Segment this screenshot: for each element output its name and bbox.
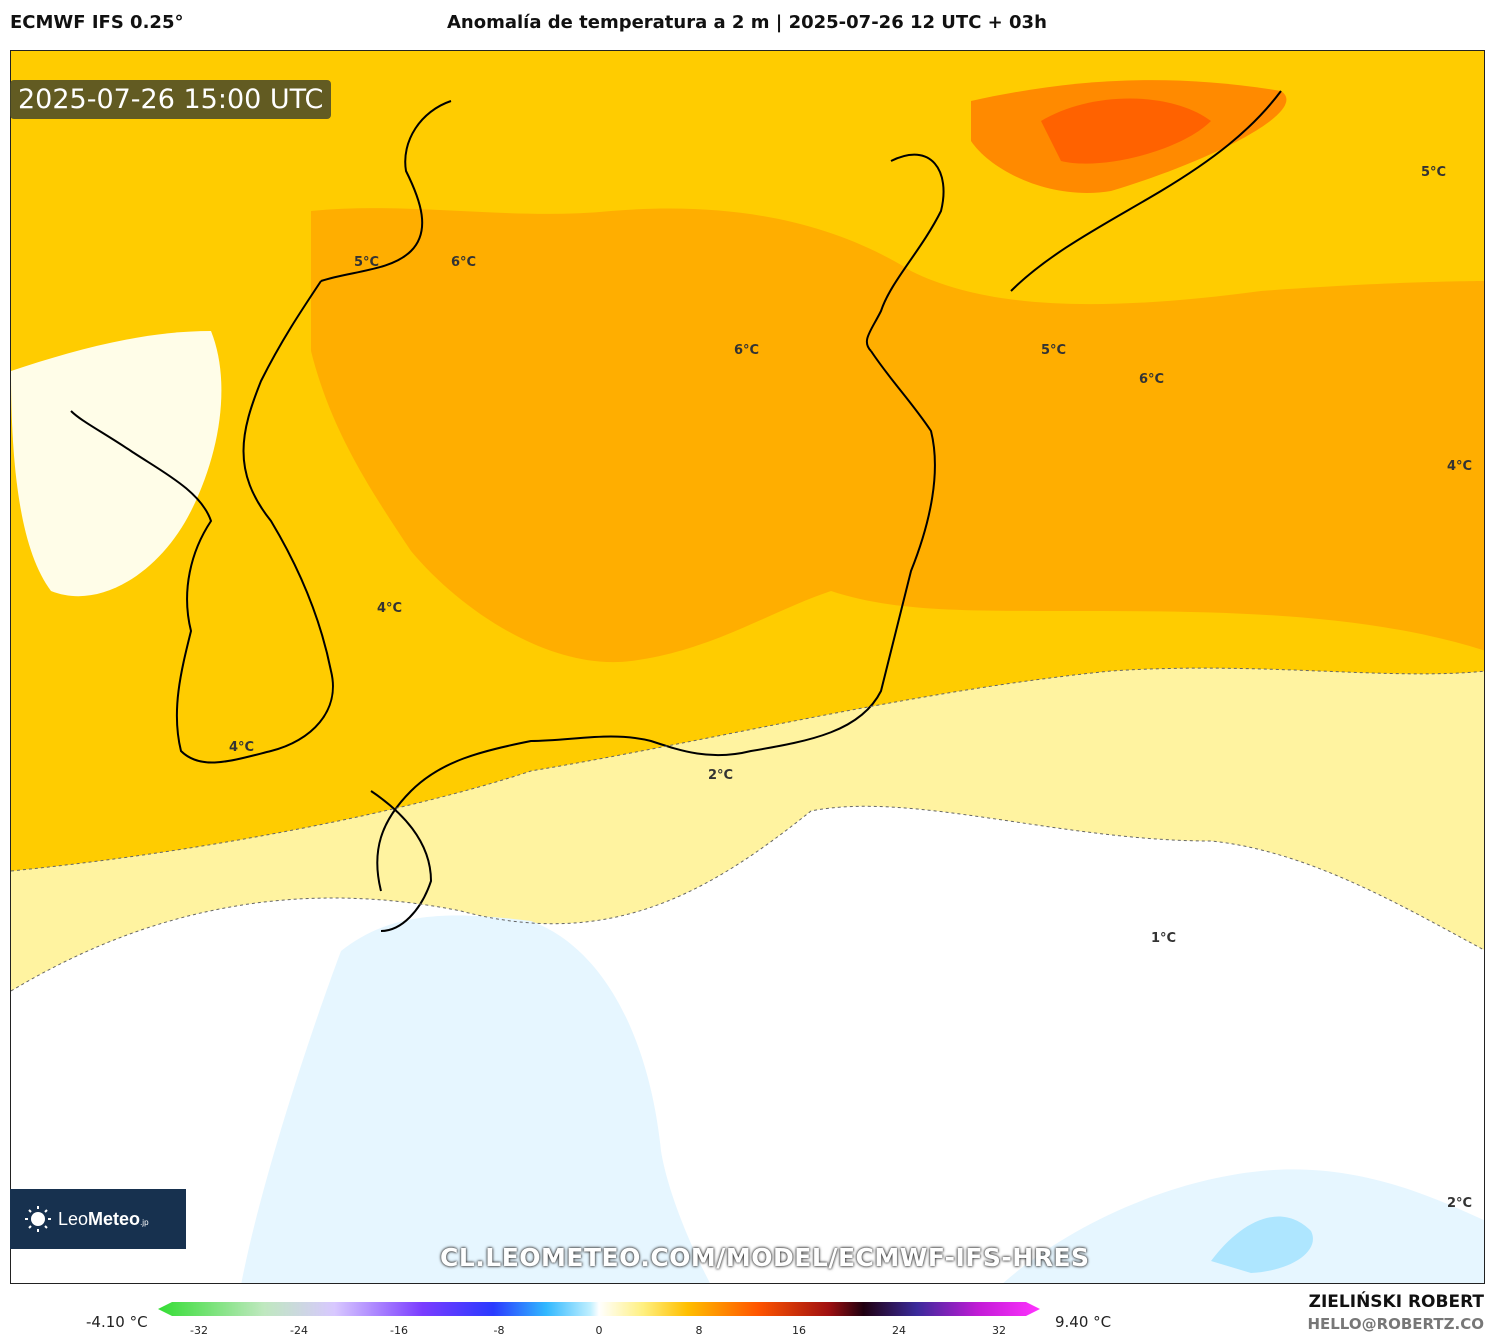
coastlines (70, 90, 1282, 932)
model-name: ECMWF IFS 0.25° (10, 12, 184, 33)
colorbar-tick: -24 (290, 1324, 308, 1337)
coast-mainland (320, 100, 452, 282)
contour-label: 6°C (734, 343, 760, 358)
author-email[interactable]: HELLO@ROBERTZ.CO (1307, 1315, 1484, 1333)
coast-honshu (376, 350, 936, 892)
coast-kamchatka (1010, 90, 1282, 292)
cold-spot (1211, 1216, 1313, 1273)
colorbar-tick: 24 (892, 1324, 906, 1337)
contour-label: 5°C (354, 255, 380, 270)
contour-label: 4°C (1447, 459, 1473, 474)
colorbar-tick: 32 (992, 1324, 1006, 1337)
leometeo-logo[interactable]: LeoMeteo.jp (10, 1189, 186, 1249)
contour-label: 5°C (1041, 343, 1067, 358)
cool-area (241, 915, 710, 1283)
author-name: ZIELIŃSKI ROBERT (1308, 1292, 1484, 1312)
contour-label: 6°C (451, 255, 477, 270)
contour-label: 2°C (708, 768, 734, 783)
neutral-korea (11, 331, 222, 597)
colorbar-tick: -16 (390, 1324, 408, 1337)
contour-label: 5°C (1421, 165, 1447, 180)
temperature-anomaly-map: 5°C 6°C 6°C 5°C 6°C 5°C 4°C 4°C 4°C 2°C … (10, 50, 1485, 1284)
colorbar-tick: -32 (190, 1324, 208, 1337)
sun-icon (25, 1206, 51, 1232)
scale-min-label: -4.10 °C (86, 1313, 148, 1331)
coast-korea (70, 280, 334, 764)
logo-text: LeoMeteo.jp (58, 1208, 149, 1229)
contour-label: 4°C (377, 601, 403, 616)
source-url[interactable]: CL.LEOMETEO.COM/MODEL/ECMWF-IFS-HRES (440, 1243, 1090, 1272)
scale-max-label: 9.40 °C (1055, 1313, 1112, 1331)
hottest-area (1041, 98, 1211, 164)
contour-label: 6°C (1139, 372, 1165, 387)
contour-label: 4°C (229, 740, 255, 755)
contour-lines (11, 667, 1484, 992)
colorbar-tick: 0 (595, 1324, 603, 1337)
cool-area-east (1003, 1169, 1484, 1283)
coast-kyushu (370, 790, 433, 932)
colorbar (158, 1302, 1040, 1316)
map-canvas (11, 51, 1484, 1283)
colorbar-tick: 16 (792, 1324, 806, 1337)
timestamp-badge: 2025-07-26 15:00 UTC (10, 80, 332, 119)
colorbar-tick: -8 (493, 1324, 505, 1337)
colorbar-tick: 8 (695, 1324, 703, 1337)
warm-area (311, 208, 1484, 663)
map-title: Anomalía de temperatura a 2 m | 2025-07-… (447, 12, 1047, 33)
contour-label: 1°C (1151, 931, 1177, 946)
coast-sakhalin (865, 153, 945, 352)
contour-label: 2°C (1447, 1196, 1473, 1211)
